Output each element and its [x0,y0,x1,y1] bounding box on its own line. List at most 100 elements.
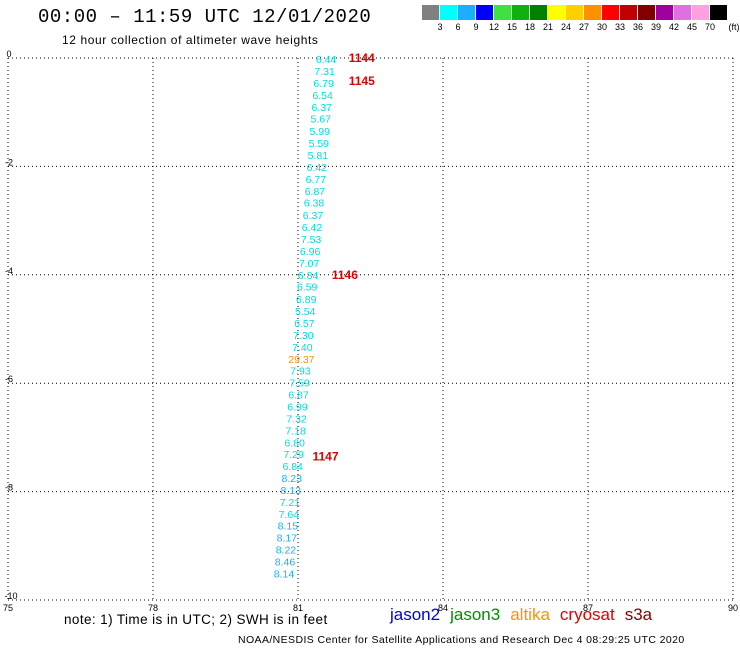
color-scale-tick-label: 70 [704,22,716,32]
color-scale-tick-label: 27 [578,22,590,32]
y-tick-label: -10 [4,591,17,601]
wave-height-label: 5.59 [309,138,330,150]
y-tick-label: -6 [5,374,13,384]
wave-height-label: 7.18 [285,425,306,437]
wave-height-label: 6.42 [302,222,323,234]
x-tick-label: 84 [438,603,448,613]
satellite-legend-altika: altika [510,605,550,624]
wave-height-label: 6.77 [306,174,327,186]
x-tick-label: 75 [3,603,13,613]
wave-height-label: 6.38 [304,198,325,210]
color-scale-tick-label: 21 [542,22,554,32]
wave-height-label: 7.40 [292,342,313,354]
color-scale-tick-label: 33 [614,22,626,32]
wave-height-label: 8.17 [277,533,298,545]
pass-number-label: 1145 [349,74,375,88]
color-swatch [710,5,728,20]
wave-height-label: 6.42 [307,162,328,174]
wave-height-label: 6.96 [300,246,321,258]
wave-height-label: 6.59 [297,282,318,294]
wave-height-label: 7.07 [299,258,320,270]
wave-height-label: 8.14 [274,568,295,580]
color-swatch [602,5,620,20]
color-scale-tick-label: 15 [506,22,518,32]
x-tick-label: 90 [728,603,738,613]
wave-height-label: 8.46 [275,557,296,569]
pass-number-label: 1144 [349,51,375,65]
wave-height-label: 6.37 [303,210,324,222]
wave-height-label: 29.37 [288,354,314,366]
wave-height-label: 7.64 [279,509,300,521]
chart-subtitle: 12 hour collection of altimeter wave hei… [62,33,319,47]
color-scale-tick-label: 39 [650,22,662,32]
color-scale-tick-label: 3 [437,22,443,32]
wave-height-label: 8.15 [278,521,299,533]
wave-height-label: 6.99 [287,402,308,414]
color-swatch [530,5,548,20]
wave-height-label: 7.31 [314,66,335,78]
wave-height-label: 7.30 [293,330,314,342]
wave-height-label: 5.99 [310,126,331,138]
pass-number-label: 1147 [313,449,339,463]
color-swatch [476,5,494,20]
wave-height-label: 6.87 [305,186,326,198]
x-tick-label: 81 [293,603,303,613]
color-scale-tick-label: (ft) [728,22,740,32]
color-swatch [692,5,710,20]
x-tick-label: 78 [148,603,158,613]
wave-height-label: 6.57 [294,318,315,330]
wave-height-label: 6.44 [316,54,337,66]
color-scale-tick-label: 42 [668,22,680,32]
color-swatch [674,5,692,20]
wave-height-label: 6.37 [311,102,332,114]
y-tick-label: -4 [5,266,13,276]
wave-height-label: 7.59 [289,378,310,390]
satellite-legend: jason2 jason3 altika cryosat s3a [390,605,662,625]
wave-height-label: 8.13 [281,485,302,497]
color-scale-tick-label: 45 [686,22,698,32]
wave-height-label: 6.87 [288,390,309,402]
wave-height-label: 8.23 [281,473,302,485]
wave-height-label: 7.93 [290,366,311,378]
color-swatch [584,5,602,20]
wave-height-label: 6.84 [298,270,319,282]
satellite-legend-jason2: jason2 [390,605,441,624]
satellite-legend-s3a: s3a [624,605,653,624]
color-swatch [548,5,566,20]
color-swatch [494,5,512,20]
color-scale-bar [422,5,728,20]
y-tick-label: 0 [6,49,11,59]
color-swatch [638,5,656,20]
y-tick-label: -2 [5,157,13,167]
wave-height-label: 6.84 [282,461,303,473]
chart-title: 00:00 – 11:59 UTC 12/01/2020 [38,6,372,28]
color-swatch [458,5,476,20]
y-tick-label: -8 [5,483,13,493]
wave-height-label: 6.79 [313,78,334,90]
color-scale-tick-label: 24 [560,22,572,32]
credit-footer: NOAA/NESDIS Center for Satellite Applica… [238,634,685,646]
color-scale-tick-label: 6 [455,22,461,32]
wave-height-label: 6.89 [296,294,317,306]
wave-height-label: 7.53 [301,234,322,246]
wave-height-label: 8.22 [276,545,297,557]
color-scale-labels: 3 6 9 12 15 18 21 24 27 30 33 36 39 42 45 70 (ft) [422,22,740,34]
color-swatch [656,5,674,20]
wave-height-label: 6.54 [312,90,333,102]
wave-height-label: 5.54 [295,306,316,318]
satellite-legend-cryosat: cryosat [559,605,615,624]
wave-height-label: 7.29 [283,449,304,461]
color-scale-tick-label: 36 [632,22,644,32]
color-scale-tick-label: 18 [524,22,536,32]
x-tick-label: 87 [583,603,593,613]
wave-height-label: 7.32 [286,413,307,425]
pass-number-label: 1146 [332,268,358,282]
color-swatch [422,5,440,20]
color-scale-tick-label: 9 [473,22,479,32]
wave-height-label: 7.21 [280,497,301,509]
satellite-legend-jason3: jason3 [450,605,501,624]
color-scale-tick-label: 30 [596,22,608,32]
color-scale-tick-label: 12 [488,22,500,32]
wave-height-label: 5.81 [308,150,329,162]
